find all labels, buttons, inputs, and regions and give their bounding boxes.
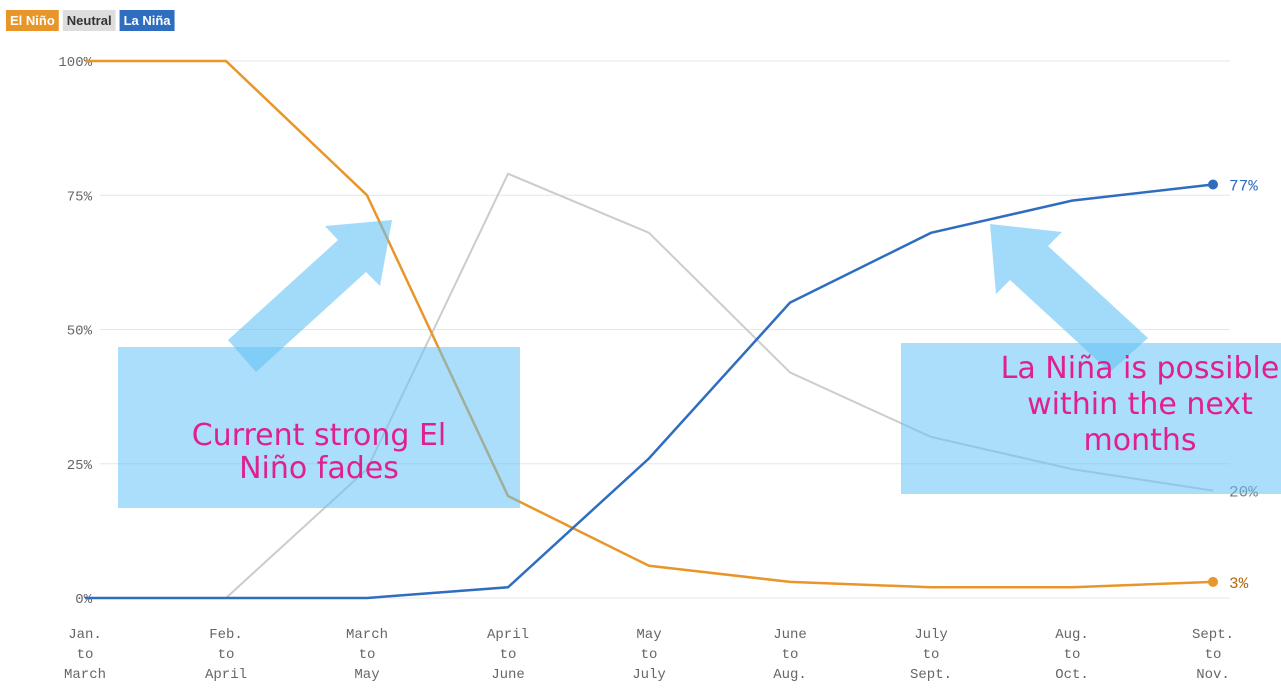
legend-swatch	[119, 10, 175, 31]
x-tick-label: Sept. to Nov.	[1192, 627, 1234, 683]
annotation-text: Niño fades	[239, 451, 399, 486]
arrow	[990, 224, 1148, 372]
value-label: 3%	[1229, 575, 1249, 593]
y-tick-label: 25%	[67, 458, 93, 474]
end-point	[1208, 576, 1218, 587]
legend: El Niño Neutral La Niña	[6, 10, 175, 31]
y-tick-label: 0%	[75, 592, 92, 608]
legend-swatch	[6, 10, 59, 31]
arrow	[228, 220, 392, 372]
annotation-box	[901, 343, 1281, 494]
value-label: 77%	[1229, 178, 1258, 196]
annotation-arrows	[228, 220, 1148, 372]
line	[85, 183, 1214, 600]
x-tick-label: April to June	[487, 627, 529, 683]
annotation-text: La Niña is possible	[1001, 351, 1280, 386]
annotation-text: within the next	[1027, 387, 1253, 422]
y-tick-label: 75%	[67, 189, 93, 205]
x-tick-label: Feb. to April	[205, 627, 247, 683]
x-tick-label: Aug. to Oct.	[1055, 627, 1089, 683]
x-tick-label: Jan. to March	[64, 627, 106, 683]
legend-label: Neutral	[67, 13, 112, 28]
x-tick-label: June to Aug.	[773, 627, 807, 683]
line	[85, 59, 1214, 589]
annotation-text: months	[1084, 423, 1197, 458]
annotation-text: Current strong El	[192, 418, 447, 453]
y-tick-label: 100%	[58, 55, 92, 71]
annotation-box	[118, 347, 520, 508]
legend-label: El Niño	[10, 13, 55, 28]
x-tick-label: July to Sept.	[910, 627, 952, 683]
legend-label: La Niña	[124, 13, 172, 28]
legend-swatch	[62, 10, 116, 31]
y-tick-label: 50%	[67, 324, 93, 340]
end-point	[1208, 179, 1218, 190]
x-tick-label: March to May	[346, 627, 388, 683]
x-tick-label: May to July	[632, 627, 666, 683]
